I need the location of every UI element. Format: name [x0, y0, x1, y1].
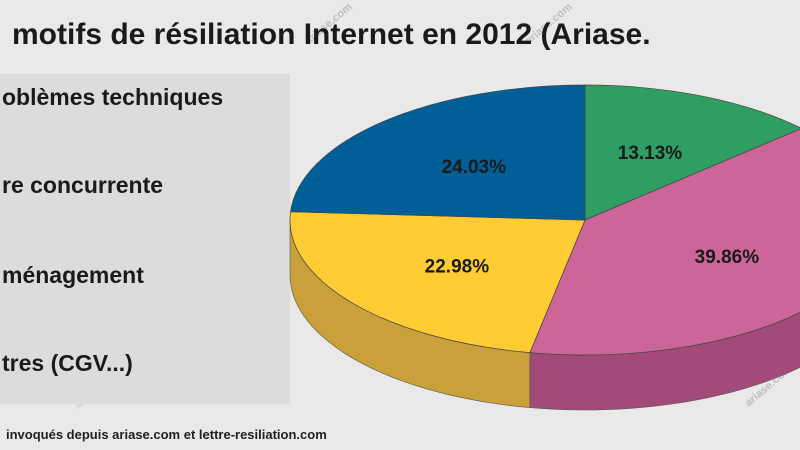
legend-item: ménagement — [2, 262, 144, 288]
pie-data-label: 13.13% — [618, 143, 683, 164]
legend-item: tres (CGV...) — [2, 350, 133, 376]
legend-item: re concurrente — [2, 172, 164, 198]
pie-slice — [290, 84, 586, 221]
pie-data-label: 24.03% — [442, 157, 507, 178]
legend-item: oblèmes techniques — [2, 84, 224, 110]
pie-data-label: 39.86% — [695, 247, 760, 268]
pie-slice — [529, 128, 800, 356]
pie-data-label: 22.98% — [425, 257, 490, 278]
legend: oblèmes techniques re concurrente ménage… — [0, 74, 290, 404]
footer-note: invoqués depuis ariase.com et lettre-res… — [6, 427, 327, 442]
chart-title: motifs de résiliation Internet en 2012 (… — [12, 18, 651, 51]
pie-slice — [584, 84, 800, 221]
pie-top — [289, 84, 800, 356]
pie-slice — [289, 211, 586, 353]
pie-labels: 13.13% 39.86% 22.98% 24.03% — [425, 143, 760, 278]
